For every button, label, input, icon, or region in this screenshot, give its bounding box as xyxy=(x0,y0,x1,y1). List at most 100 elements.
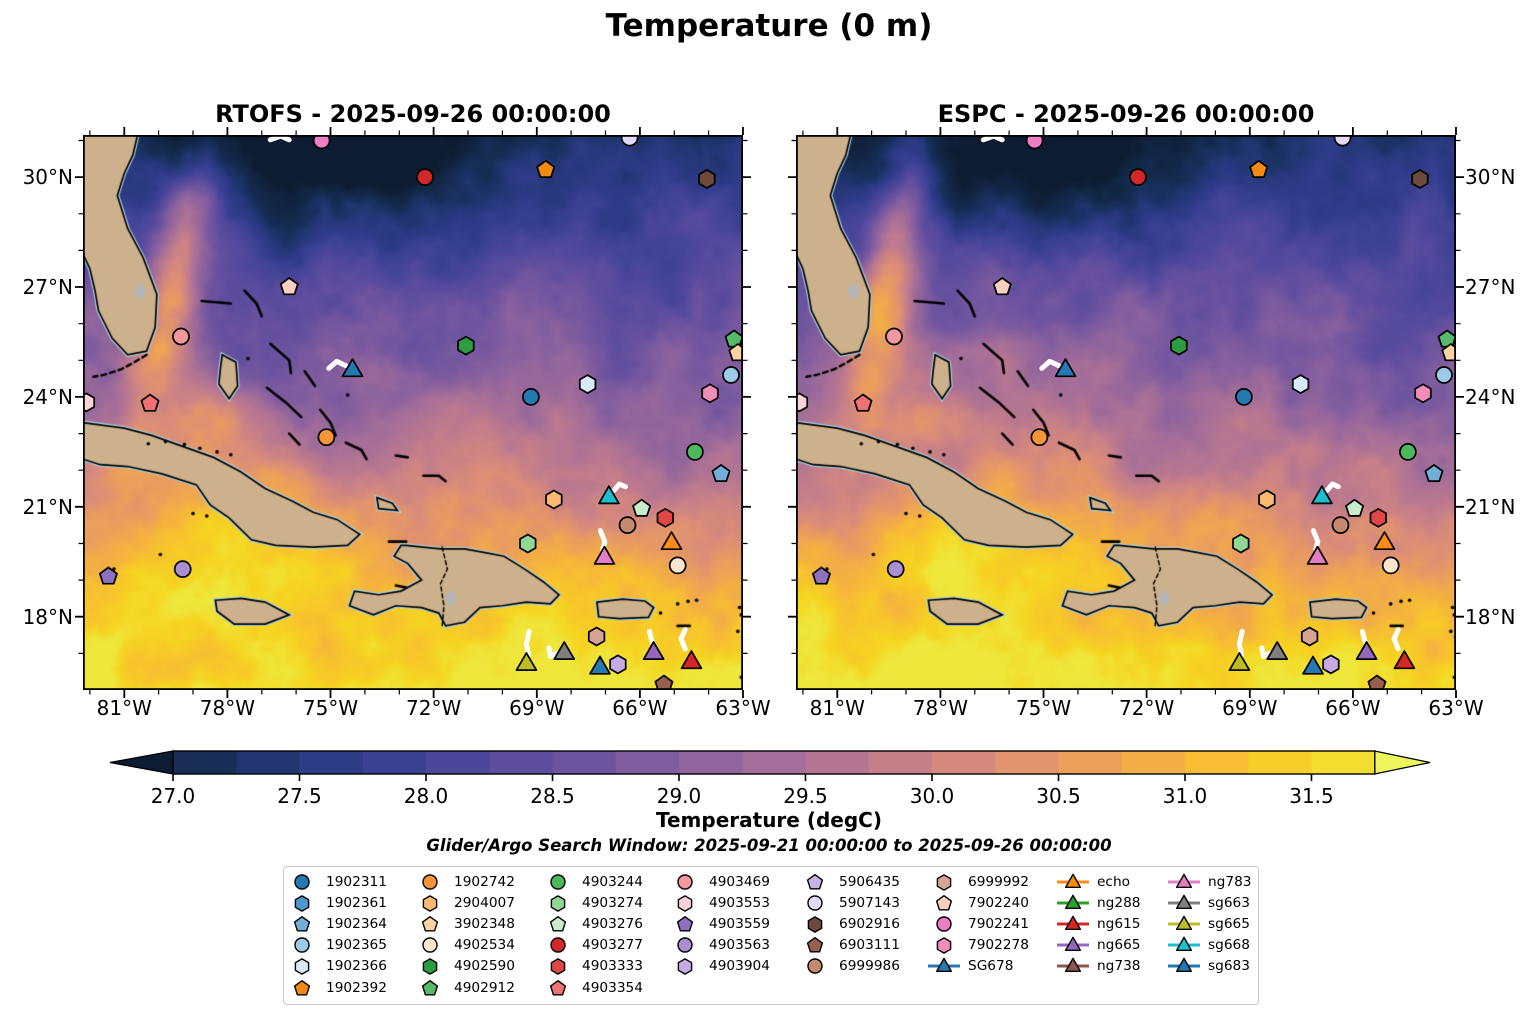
legend-triangle xyxy=(1064,958,1082,973)
hexagon-icon xyxy=(294,958,310,976)
legend-label: 4903274 xyxy=(582,894,643,911)
map-marker-4903354 xyxy=(140,393,160,412)
lon-tick-label: 72°W xyxy=(406,696,462,720)
legend-label: sg663 xyxy=(1208,894,1250,911)
map-marker-7902240 xyxy=(992,277,1012,296)
legend-label: echo xyxy=(1097,873,1130,890)
map-marker-4903277 xyxy=(416,168,434,186)
legend-item-4903354: 4903354 xyxy=(540,977,643,998)
map-marker-4903553 xyxy=(796,392,809,413)
legend-label: 6999986 xyxy=(839,958,900,975)
rtofs-temperature-field-canvas xyxy=(83,135,743,690)
legend-item-4903553: 4903553 xyxy=(667,892,770,913)
legend-item-1902365: 1902365 xyxy=(284,935,387,956)
map-marker-4903244 xyxy=(1399,443,1417,461)
legend-triangle xyxy=(1175,915,1193,930)
triangle-line-icon xyxy=(1057,915,1089,930)
hexagon-icon xyxy=(422,894,438,912)
circle-icon xyxy=(550,937,566,953)
lon-tick-label: 78°W xyxy=(199,696,255,720)
map-marker-sg668 xyxy=(598,485,620,505)
triangle-line-icon xyxy=(1057,958,1089,973)
hexagon-icon xyxy=(936,873,952,891)
legend-item-sg683: sg683 xyxy=(1166,956,1252,977)
map-marker-1902364 xyxy=(711,464,731,482)
map-marker-4903904 xyxy=(1322,654,1340,675)
triangle-line-icon xyxy=(928,958,960,973)
rtofs-map-overlay xyxy=(83,135,743,690)
colorbar-tick-label: 27.0 xyxy=(150,784,196,808)
legend-marker xyxy=(550,873,566,890)
legend-item-sg663: sg663 xyxy=(1166,892,1252,913)
map-marker-7902240 xyxy=(279,277,299,296)
map-marker-6903111 xyxy=(654,674,674,690)
legend-item-SG678: SG678 xyxy=(926,956,1029,977)
colorbar-tick-label: 31.5 xyxy=(1289,784,1334,808)
legend-item-ng288: ng288 xyxy=(1055,892,1141,913)
colorbar-segment xyxy=(299,751,364,774)
legend-item-2904007: 2904007 xyxy=(412,892,515,913)
legend-column: 4903244 4903274 4903276 4903277 4903333 49033… xyxy=(540,871,643,998)
colorbar-segment xyxy=(1248,751,1313,774)
legend-label: 4903244 xyxy=(582,873,643,890)
legend-item-4903563: 4903563 xyxy=(667,935,770,956)
map-marker-1902742 xyxy=(317,428,336,447)
legend-label: 4902912 xyxy=(454,979,515,996)
legend-label: 7902240 xyxy=(968,894,1029,911)
pentagon-icon xyxy=(549,979,567,996)
lat-tick-label: 30°N xyxy=(1465,165,1516,190)
map-marker-4902590 xyxy=(457,335,475,356)
circle-icon xyxy=(422,873,438,890)
map-marker-ng665 xyxy=(1355,641,1378,660)
colorbar-segment xyxy=(615,751,680,774)
map-marker-3902348 xyxy=(1441,343,1456,362)
legend-marker xyxy=(935,894,953,911)
colorbar-tick-label: 29.5 xyxy=(783,784,828,808)
colorbar-segment xyxy=(868,751,933,774)
map-marker-4903354 xyxy=(853,393,873,412)
triangle-line-icon xyxy=(1168,894,1200,909)
hexagon-icon xyxy=(294,894,310,912)
legend-label: 4903354 xyxy=(582,979,643,996)
map-marker-1902366 xyxy=(1291,374,1310,394)
lon-tick-label: 63°W xyxy=(1428,696,1484,720)
triangle-line-icon xyxy=(1057,873,1089,888)
legend-column: 1902742 2904007 3902348 4902534 4902590 49029… xyxy=(412,871,515,998)
legend-item-1902364: 1902364 xyxy=(284,913,387,934)
colorbar-segment xyxy=(1185,751,1249,774)
legend-item-4903274: 4903274 xyxy=(540,892,643,913)
legend-marker xyxy=(422,937,438,953)
circle-icon xyxy=(677,873,693,890)
legend-label: 4903559 xyxy=(709,915,770,932)
map-marker-echo xyxy=(1373,531,1396,551)
glider-track xyxy=(1324,481,1341,493)
hexagon-icon xyxy=(550,958,566,976)
map-marker-1902364 xyxy=(1424,464,1444,482)
map-marker-ng783 xyxy=(593,545,616,565)
lon-tick-label: 75°W xyxy=(1015,696,1072,720)
map-marker-4903333 xyxy=(1369,507,1387,528)
legend-item-6999986: 6999986 xyxy=(797,956,900,977)
lon-tick-label: 72°W xyxy=(1119,696,1175,720)
map-marker-6999986 xyxy=(1331,516,1350,534)
map-marker-sg665 xyxy=(515,652,538,671)
lon-tick-label: 75°W xyxy=(302,696,359,720)
legend-label: 1902366 xyxy=(326,958,387,975)
glider-track xyxy=(1310,528,1321,552)
triangle-line-icon xyxy=(1168,873,1200,888)
circle-icon xyxy=(936,916,952,932)
map-marker-6902916 xyxy=(1411,169,1429,189)
figure-title: Temperature (0 m) xyxy=(605,8,933,44)
legend-column: ng783 sg663 sg665 sg668 sg683 xyxy=(1166,871,1252,977)
map-marker-echo xyxy=(660,531,683,551)
glider-track xyxy=(1259,645,1273,659)
legend-item-1902361: 1902361 xyxy=(284,892,387,913)
espc-map-overlay xyxy=(796,135,1456,690)
map-marker-7902278 xyxy=(701,383,719,404)
legend-label: 6999992 xyxy=(968,873,1029,890)
legend-label: 4903276 xyxy=(582,915,643,932)
legend-item-4902534: 4902534 xyxy=(412,935,515,956)
map-marker-SG678 xyxy=(1054,358,1077,378)
map-marker-4903276 xyxy=(632,498,652,517)
colorbar-tick-label: 29.0 xyxy=(656,784,702,808)
